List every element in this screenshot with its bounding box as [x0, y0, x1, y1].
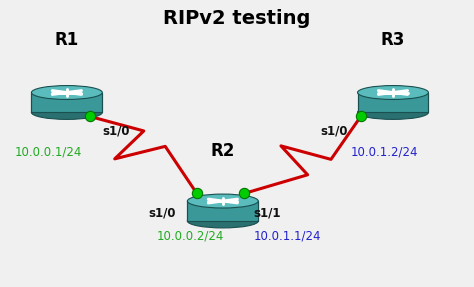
Point [357, 114, 365, 119]
Polygon shape [357, 92, 428, 113]
Text: R1: R1 [55, 30, 79, 49]
Text: R3: R3 [381, 30, 405, 49]
Ellipse shape [357, 86, 428, 100]
Ellipse shape [31, 86, 102, 100]
Text: s1/0: s1/0 [102, 124, 130, 137]
Text: 10.0.0.2/24: 10.0.0.2/24 [156, 230, 224, 243]
Ellipse shape [31, 106, 102, 119]
Text: s1/0: s1/0 [320, 124, 348, 137]
Point [193, 191, 201, 196]
Ellipse shape [187, 194, 258, 208]
Text: s1/0: s1/0 [148, 207, 175, 220]
Text: R2: R2 [210, 142, 235, 160]
Text: RIPv2 testing: RIPv2 testing [164, 9, 310, 28]
Text: 10.0.0.1/24: 10.0.0.1/24 [15, 146, 82, 159]
Ellipse shape [187, 214, 258, 228]
Point [240, 191, 248, 196]
Text: 10.0.1.2/24: 10.0.1.2/24 [350, 146, 418, 159]
Point [86, 114, 93, 119]
Text: s1/1: s1/1 [254, 207, 281, 220]
Ellipse shape [357, 106, 428, 119]
Polygon shape [31, 92, 102, 113]
Text: 10.0.1.1/24: 10.0.1.1/24 [254, 230, 321, 243]
Polygon shape [187, 201, 258, 221]
